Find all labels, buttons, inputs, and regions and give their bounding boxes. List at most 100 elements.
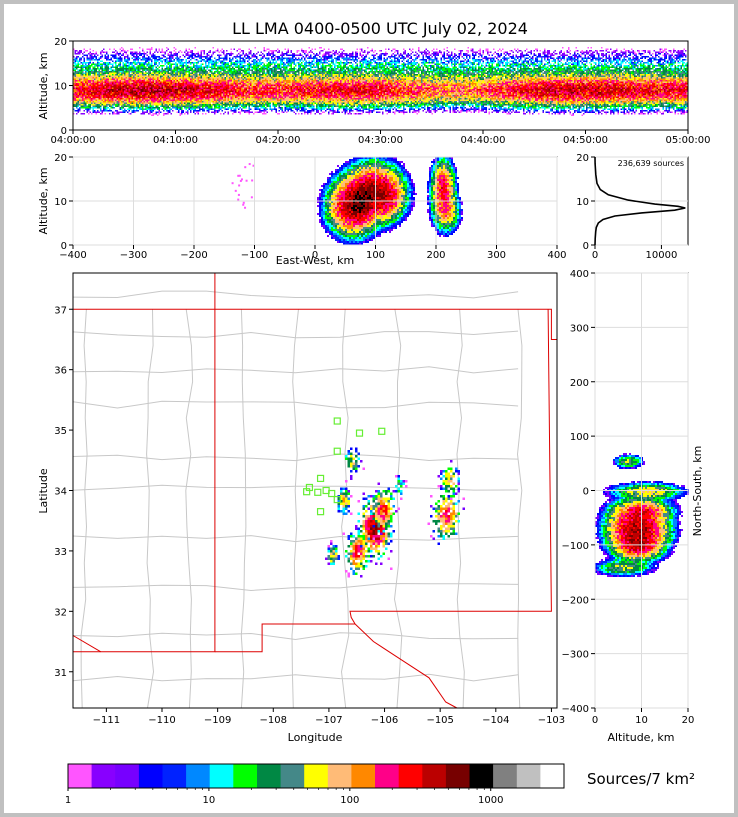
density-cell [229,59,231,61]
density-cell [78,71,80,73]
density-cell [172,85,174,87]
density-cell [240,86,242,88]
density-cell [267,97,269,99]
density-cell [84,101,86,103]
density-cell [190,91,192,93]
density-cell [82,76,84,78]
density-cell [108,64,110,66]
density-cell [105,88,107,90]
density-cell [280,103,282,105]
density-cell [172,100,174,102]
density-cell [268,77,270,79]
density-cell [262,103,264,105]
density-cell [81,104,83,106]
density-cell [130,77,132,79]
density-cell [91,95,93,97]
density-cell [154,98,156,100]
density-cell [234,100,236,102]
density-cell [264,113,266,115]
density-cell [175,58,177,60]
density-cell [249,92,251,94]
density-cell [229,94,231,96]
density-cell [88,103,90,105]
density-cell [169,92,171,94]
density-cell [108,107,110,109]
density-cell [115,97,117,99]
density-cell [201,52,203,54]
density-cell [160,98,162,100]
density-cell [135,58,137,60]
density-cell [240,112,242,114]
density-cell [240,77,242,79]
density-cell [148,76,150,78]
density-cell [280,58,282,60]
density-cell [264,101,266,103]
density-cell [84,80,86,82]
density-cell [270,61,272,63]
density-cell [186,80,188,82]
density-cell [237,74,239,76]
density-cell [165,64,167,66]
density-cell [180,106,182,108]
density-cell [178,68,180,70]
density-cell [91,88,93,90]
density-cell [84,77,86,79]
density-cell [103,79,105,81]
density-cell [187,70,189,72]
density-cell [118,70,120,72]
density-cell [246,110,248,112]
density-cell [220,65,222,67]
density-cell [240,64,242,66]
density-cell [178,80,180,82]
density-cell [162,71,164,73]
density-cell [271,92,273,94]
density-cell [132,64,134,66]
density-cell [127,89,129,91]
density-cell [102,70,104,72]
density-cell [88,94,90,96]
density-cell [237,61,239,63]
density-cell [130,92,132,94]
density-cell [112,103,114,105]
density-cell [162,74,164,76]
density-cell [115,55,117,57]
density-cell [91,59,93,61]
density-cell [127,68,129,70]
density-cell [159,88,161,90]
density-cell [240,83,242,85]
density-cell [123,98,125,100]
density-cell [228,86,230,88]
density-cell [96,58,98,60]
density-cell [253,53,255,55]
density-cell [211,70,213,72]
density-cell [145,59,147,61]
density-cell [174,79,176,81]
density-cell [216,83,218,85]
density-cell [184,91,186,93]
density-cell [201,53,203,55]
density-cell [156,95,158,97]
density-cell [274,92,276,94]
density-cell [115,82,117,84]
density-cell [174,103,176,105]
density-cell [141,79,143,81]
density-cell [223,74,225,76]
density-cell [148,58,150,60]
density-cell [246,74,248,76]
density-cell [210,85,212,87]
density-cell [93,85,95,87]
density-cell [165,103,167,105]
density-cell [166,62,168,64]
density-cell [160,89,162,91]
density-cell [97,91,99,93]
density-cell [117,89,119,91]
density-cell [219,106,221,108]
density-cell [231,101,233,103]
density-cell [214,52,216,54]
density-cell [199,68,201,70]
density-cell [202,83,204,85]
density-cell [175,104,177,106]
density-cell [234,65,236,67]
density-cell [91,101,93,103]
density-cell [267,80,269,82]
